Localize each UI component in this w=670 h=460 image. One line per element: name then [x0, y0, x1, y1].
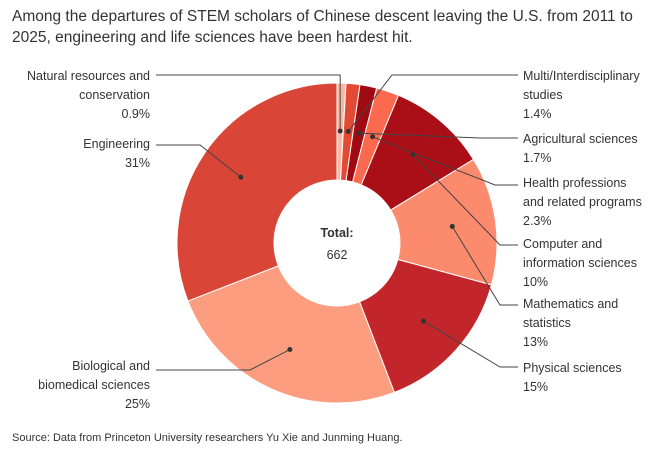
leader-line-5 [451, 226, 518, 306]
leader-line-6 [423, 320, 518, 368]
chart-title: Among the departures of STEM scholars of… [12, 8, 633, 46]
leader-dot-3 [370, 134, 376, 140]
leader-line-4 [412, 154, 518, 246]
leader-dot-0 [337, 128, 343, 134]
leader-dot-1 [345, 129, 351, 135]
leader-dot-8 [238, 174, 244, 180]
leader-dot-2 [356, 130, 362, 136]
slice-label-6: Physical sciences 15% [523, 361, 622, 394]
leader-line-0 [156, 74, 341, 132]
slice-label-4: Computer and information sciences 10% [523, 237, 637, 289]
leader-line-8 [156, 144, 242, 178]
center-label: Total: [320, 226, 353, 240]
slice-8 [176, 82, 338, 302]
slice-label-7: Biological and biomedical sciences 25% [38, 359, 150, 411]
leader-line-2 [358, 132, 518, 139]
leader-dot-7 [287, 347, 293, 353]
leader-line-7 [156, 349, 291, 371]
slice-7 [187, 265, 395, 404]
slice-label-8: Engineering 31% [83, 137, 150, 170]
slice-label-5: Mathematics and statistics 13% [523, 297, 618, 349]
slice-label-0: Natural resources and conservation 0.9% [27, 69, 150, 121]
slice-5 [390, 158, 498, 286]
leader-dot-4 [410, 151, 416, 157]
leader-dot-6 [420, 318, 426, 324]
leader-dot-5 [449, 223, 455, 229]
slice-label-2: Agricultural sciences 1.7% [523, 132, 638, 165]
slice-6 [358, 258, 493, 394]
source-note: Source: Data from Princeton University r… [12, 432, 403, 444]
slice-label-3: Health professions and related programs 2.… [523, 176, 642, 228]
slice-label-1: Multi/Interdisciplinary studies 1.4% [523, 69, 640, 121]
leader-line-1 [347, 74, 518, 132]
center-value: 662 [327, 248, 348, 262]
